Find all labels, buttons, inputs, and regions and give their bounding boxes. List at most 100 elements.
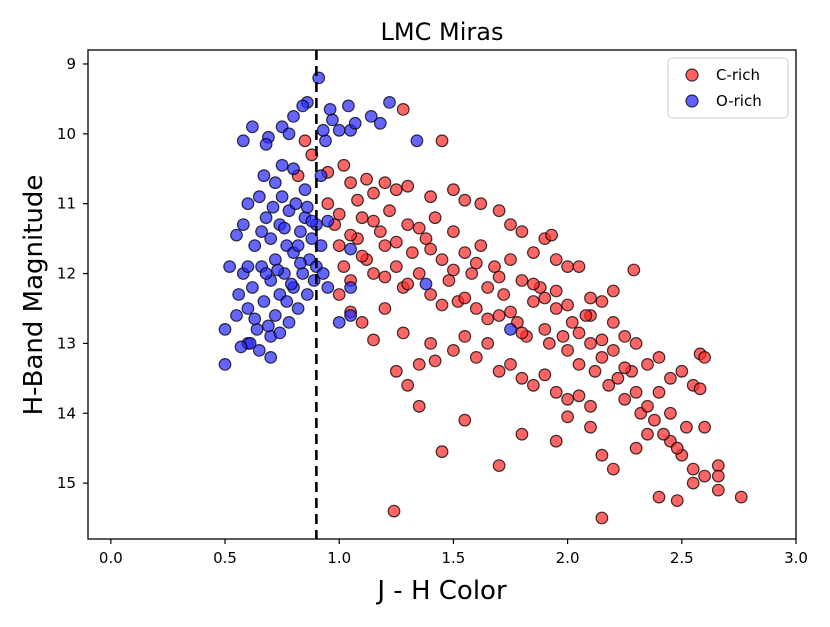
data-point <box>255 225 269 239</box>
data-point <box>664 371 677 385</box>
data-point <box>565 316 579 329</box>
data-point <box>383 204 396 218</box>
data-point <box>337 260 351 274</box>
data-point <box>504 218 517 232</box>
data-point <box>387 504 401 518</box>
data-point <box>675 364 689 378</box>
data-point <box>360 172 374 186</box>
data-point <box>584 337 597 350</box>
data-point <box>262 319 275 333</box>
data-point <box>389 364 403 378</box>
data-point <box>389 183 403 197</box>
legend-label-c-rich: C-rich <box>716 66 760 84</box>
data-point <box>588 364 602 378</box>
data-point <box>527 295 540 308</box>
data-point <box>367 333 380 347</box>
data-point <box>280 295 294 308</box>
data-point <box>378 176 392 190</box>
data-point <box>515 371 529 385</box>
data-point <box>652 385 666 399</box>
data-point <box>273 326 287 340</box>
data-point <box>284 277 298 291</box>
data-point <box>412 221 426 235</box>
data-point <box>287 109 300 123</box>
y-axis-ticks: 9 10 11 12 13 14 15 <box>57 55 88 492</box>
data-point <box>481 281 495 294</box>
chart-title: LMC Miras <box>381 18 504 46</box>
data-point <box>241 302 255 315</box>
data-point <box>629 337 643 350</box>
data-point <box>252 190 266 204</box>
data-point <box>458 246 472 260</box>
data-point <box>389 260 403 274</box>
data-point <box>241 260 255 274</box>
data-point <box>584 291 597 305</box>
data-point <box>268 309 282 322</box>
data-point <box>296 267 310 280</box>
data-point <box>595 448 609 462</box>
data-point <box>291 302 305 315</box>
data-point <box>561 392 574 406</box>
data-point <box>278 221 291 235</box>
data-point <box>378 270 392 284</box>
data-point <box>250 323 264 336</box>
data-point <box>326 113 339 127</box>
data-point <box>458 330 472 343</box>
data-point <box>383 95 396 109</box>
y-tick-label: 11 <box>57 195 76 213</box>
data-point <box>572 260 586 274</box>
data-point <box>606 462 620 476</box>
data-point <box>364 109 378 123</box>
data-point <box>305 214 319 228</box>
data-point <box>711 459 725 473</box>
data-point <box>698 420 711 434</box>
data-point <box>396 326 410 340</box>
data-point <box>236 134 250 148</box>
x-tick-label: 3.0 <box>784 549 808 567</box>
data-point <box>641 399 654 413</box>
data-point <box>629 385 643 399</box>
data-point <box>319 134 332 148</box>
data-point <box>618 330 632 343</box>
data-point <box>351 193 364 207</box>
data-point <box>232 288 246 301</box>
data-point <box>245 281 259 294</box>
data-point <box>337 158 351 172</box>
data-point <box>435 298 449 312</box>
data-point <box>268 253 282 267</box>
data-point <box>711 483 725 497</box>
data-point <box>447 183 460 197</box>
y-tick-label: 12 <box>57 265 76 283</box>
data-point <box>412 399 426 413</box>
data-point <box>230 309 243 322</box>
data-point <box>527 378 540 392</box>
data-point <box>401 218 415 232</box>
y-tick-label: 13 <box>57 334 76 352</box>
y-axis-label: H-Band Magnitude <box>19 175 49 416</box>
data-point <box>275 158 289 172</box>
data-point <box>686 462 700 476</box>
data-point <box>245 120 259 134</box>
data-point <box>248 312 262 326</box>
data-point <box>595 333 609 347</box>
data-point <box>355 316 369 329</box>
data-point <box>401 179 415 193</box>
legend-label-o-rich: O-rich <box>716 92 762 110</box>
data-point <box>664 406 677 420</box>
data-point <box>230 228 243 242</box>
data-point <box>606 316 620 329</box>
series-c-rich <box>291 102 748 525</box>
data-point <box>378 302 392 315</box>
data-point <box>410 134 424 148</box>
x-tick-label: 0.0 <box>99 549 123 567</box>
data-point <box>527 246 540 260</box>
data-point <box>332 288 346 301</box>
data-point <box>373 225 387 239</box>
data-point <box>515 225 529 239</box>
data-point <box>257 295 271 308</box>
legend: C-rich O-rich <box>667 57 789 119</box>
data-point <box>447 225 460 239</box>
data-point <box>504 323 517 336</box>
data-point <box>424 337 438 350</box>
data-point <box>316 123 330 137</box>
